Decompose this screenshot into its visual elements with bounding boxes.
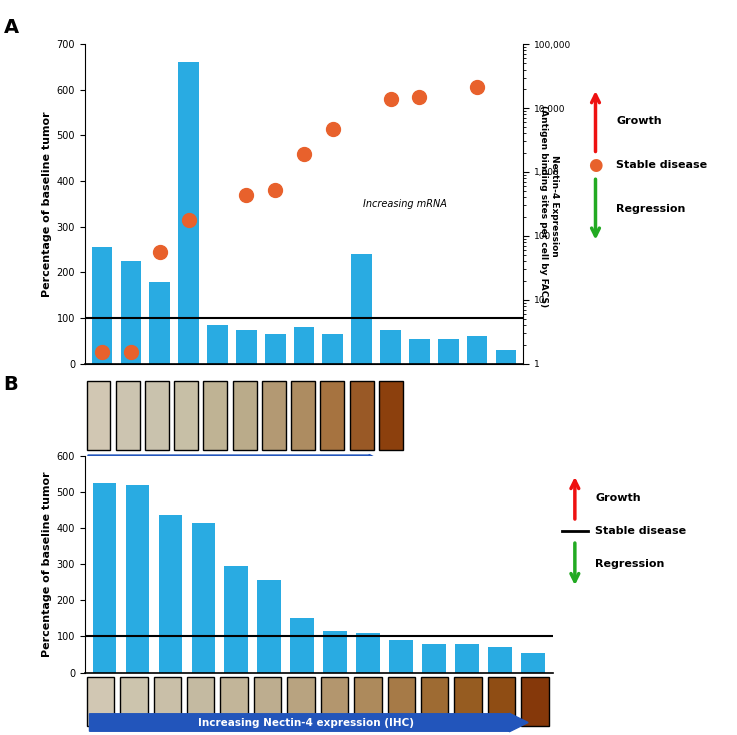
Bar <box>287 677 315 726</box>
Text: ●: ● <box>588 157 603 174</box>
Bar <box>324 631 347 673</box>
Text: Increasing Nectin-4 expression (IHC/FACS): Increasing Nectin-4 expression (IHC/FACS… <box>119 459 352 469</box>
FancyArrow shape <box>88 454 387 473</box>
Bar <box>438 339 458 364</box>
Bar <box>421 677 448 726</box>
Bar <box>389 640 413 673</box>
Text: Stable disease: Stable disease <box>616 160 708 171</box>
Bar <box>87 677 114 726</box>
Bar <box>86 381 111 450</box>
Point <box>125 346 137 358</box>
Bar <box>354 677 382 726</box>
Bar <box>257 581 282 673</box>
Bar <box>291 381 315 450</box>
Bar <box>321 677 348 726</box>
Point <box>471 82 483 93</box>
Text: Increasing Nectin-4 expression (IHC): Increasing Nectin-4 expression (IHC) <box>198 717 414 728</box>
Point <box>327 123 339 135</box>
Bar <box>488 677 515 726</box>
Bar <box>121 261 142 364</box>
Bar <box>145 381 169 450</box>
Bar <box>379 381 403 450</box>
Text: Growth: Growth <box>616 116 662 126</box>
Text: Increasing mRNA: Increasing mRNA <box>363 199 447 209</box>
FancyArrow shape <box>89 713 528 732</box>
Bar <box>225 566 248 673</box>
Bar <box>236 329 256 364</box>
Bar <box>495 350 517 364</box>
Bar <box>254 677 282 726</box>
Bar <box>290 618 314 673</box>
Point <box>240 189 252 201</box>
Bar <box>349 381 374 450</box>
Bar <box>293 327 315 364</box>
Bar <box>455 677 482 726</box>
Point <box>96 346 108 358</box>
Text: Regression: Regression <box>616 204 685 215</box>
Bar <box>380 329 401 364</box>
Bar <box>262 381 286 450</box>
Bar <box>422 644 446 673</box>
Text: Growth: Growth <box>595 493 641 503</box>
Bar <box>207 325 228 364</box>
Point <box>269 184 281 196</box>
Text: Regression: Regression <box>595 559 665 569</box>
Y-axis label: Percentage of baseline tumor: Percentage of baseline tumor <box>42 111 52 297</box>
Point <box>154 246 166 258</box>
Bar <box>220 677 248 726</box>
Bar <box>192 523 215 673</box>
Bar <box>91 248 113 364</box>
Bar <box>153 677 181 726</box>
Bar <box>174 381 198 450</box>
Bar <box>388 677 415 726</box>
Text: Nectin-4 Expression
(Antigen binding sites per cell by FACS): Nectin-4 Expression (Antigen binding sit… <box>539 105 559 307</box>
Bar <box>521 653 545 673</box>
Y-axis label: Percentage of baseline tumor: Percentage of baseline tumor <box>42 471 52 657</box>
Point <box>298 148 310 159</box>
Text: A: A <box>4 18 19 37</box>
FancyArrow shape <box>416 459 532 485</box>
Bar <box>488 648 512 673</box>
Bar <box>323 334 343 364</box>
Bar <box>455 644 479 673</box>
Text: Increasing
Nectin-4 mRNA: Increasing Nectin-4 mRNA <box>429 462 512 483</box>
Point <box>385 93 397 105</box>
Bar <box>187 677 214 726</box>
Bar <box>158 515 182 673</box>
Text: Stable disease: Stable disease <box>595 526 687 536</box>
Bar <box>409 339 430 364</box>
Text: B: B <box>4 375 18 394</box>
Bar <box>352 254 372 364</box>
Point <box>183 214 195 226</box>
Bar <box>265 334 285 364</box>
Bar <box>120 677 147 726</box>
Bar <box>467 337 487 364</box>
Bar <box>93 483 116 673</box>
Point <box>413 90 425 102</box>
Bar <box>125 484 150 673</box>
Bar <box>321 381 344 450</box>
Bar <box>521 677 549 726</box>
Bar <box>233 381 256 450</box>
Bar <box>203 381 228 450</box>
Bar <box>178 62 199 364</box>
Bar <box>116 381 140 450</box>
Bar <box>150 282 170 364</box>
Bar <box>356 633 380 673</box>
